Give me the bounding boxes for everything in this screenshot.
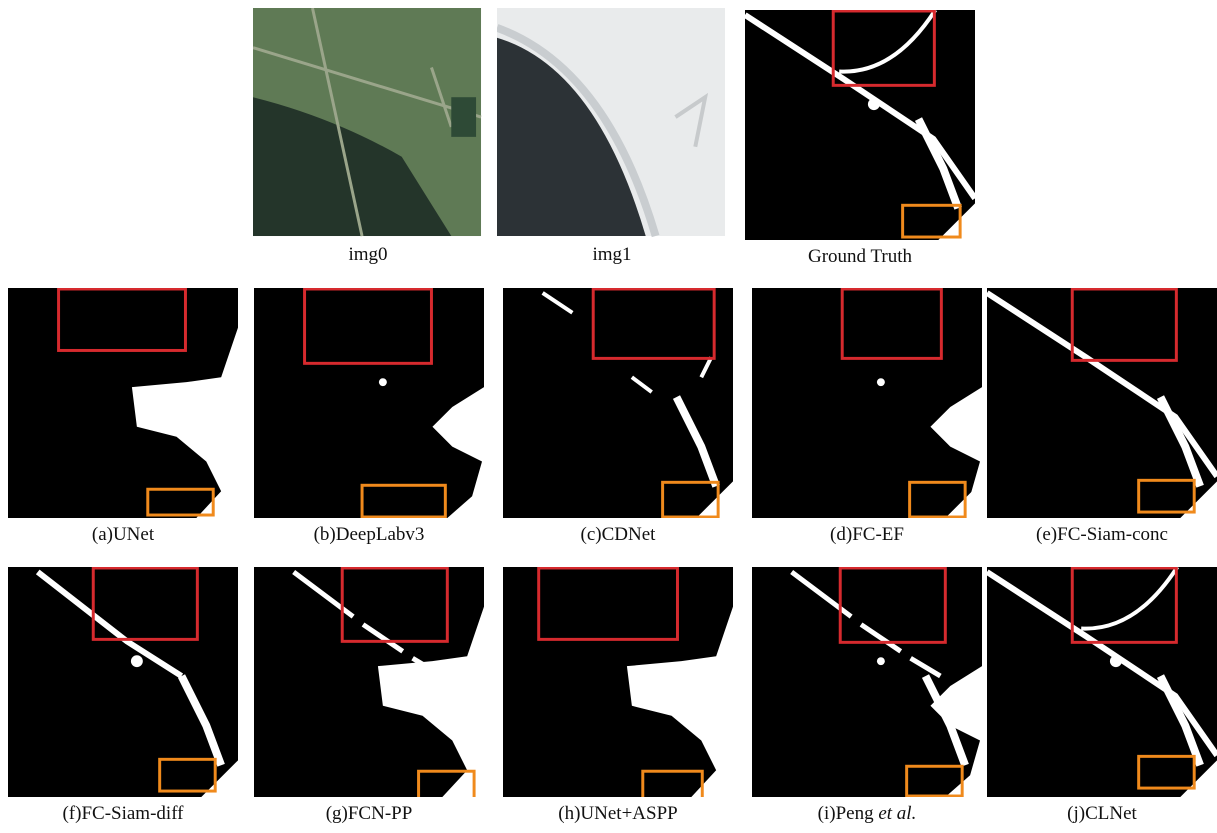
panel: img0 bbox=[253, 8, 483, 238]
caption: Ground Truth bbox=[705, 246, 1015, 268]
panel: (g)FCN-PP bbox=[254, 567, 484, 797]
panel-image bbox=[503, 567, 733, 797]
caption-text: (d)FC-EF bbox=[830, 524, 904, 545]
panel-image bbox=[752, 567, 982, 797]
panel-image bbox=[987, 567, 1217, 797]
panel: (b)DeepLabv3 bbox=[254, 288, 484, 518]
panel: img1 bbox=[497, 8, 727, 238]
caption: (j)CLNet bbox=[947, 803, 1217, 825]
caption-text: img1 bbox=[592, 244, 631, 265]
caption-text: (e)FC-Siam-conc bbox=[1036, 524, 1168, 545]
panel: (h)UNet+ASPP bbox=[503, 567, 733, 797]
panel-image bbox=[745, 10, 975, 240]
panel-image bbox=[497, 8, 727, 238]
caption-text: (a)UNet bbox=[92, 524, 154, 545]
panel: Ground Truth bbox=[745, 10, 975, 240]
panel: (f)FC-Siam-diff bbox=[8, 567, 238, 797]
panel-image bbox=[752, 288, 982, 518]
caption-text: (g)FCN-PP bbox=[326, 803, 413, 824]
caption-text: (j)CLNet bbox=[1067, 803, 1137, 824]
caption-text: (c)CDNet bbox=[581, 524, 656, 545]
panel: (d)FC-EF bbox=[752, 288, 982, 518]
panel-image bbox=[8, 567, 238, 797]
panel: (e)FC-Siam-conc bbox=[987, 288, 1217, 518]
caption-text: (b)DeepLabv3 bbox=[314, 524, 425, 545]
panel-image bbox=[254, 567, 484, 797]
caption-text: (f)FC-Siam-diff bbox=[62, 803, 183, 824]
panel-image bbox=[253, 8, 483, 238]
caption-text: Ground Truth bbox=[808, 246, 912, 267]
panel: (j)CLNet bbox=[987, 567, 1217, 797]
panel-image bbox=[254, 288, 484, 518]
panel-image bbox=[8, 288, 238, 518]
caption: (e)FC-Siam-conc bbox=[947, 524, 1217, 546]
panel: (i)Peng et al. bbox=[752, 567, 982, 797]
caption-text: (i)Peng bbox=[818, 803, 879, 824]
figure: img0img1Ground Truth(a)UNet(b)DeepLabv3(… bbox=[0, 0, 1217, 833]
panel-image bbox=[503, 288, 733, 518]
caption-text: (h)UNet+ASPP bbox=[558, 803, 677, 824]
caption-text: img0 bbox=[348, 244, 387, 265]
panel: (c)CDNet bbox=[503, 288, 733, 518]
caption-italic: et al. bbox=[878, 803, 916, 824]
panel: (a)UNet bbox=[8, 288, 238, 518]
panel-image bbox=[987, 288, 1217, 518]
